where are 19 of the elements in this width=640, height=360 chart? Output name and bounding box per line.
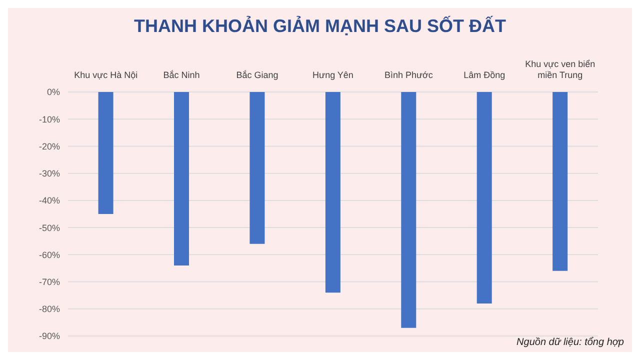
y-tick-label: -10% bbox=[38, 114, 60, 124]
y-tick-label: -60% bbox=[38, 250, 60, 260]
x-tick-label: Lâm Đồng bbox=[464, 70, 506, 80]
y-tick-label: -20% bbox=[38, 141, 60, 152]
y-tick-label: -80% bbox=[38, 304, 60, 314]
x-tick-label: Bắc Ninh bbox=[163, 70, 200, 80]
x-tick-label: Khu vực ven biển miền Trung bbox=[525, 59, 596, 80]
x-tick-label: Hưng Yên bbox=[312, 70, 354, 80]
x-tick-label: Khu vực Hà Nội bbox=[74, 70, 138, 80]
text: Nguồn dữ liệu: tổng hợp bbox=[516, 337, 624, 348]
y-tick-label: -40% bbox=[38, 196, 60, 206]
y-tick-label: -30% bbox=[38, 168, 60, 179]
x-tick-label: Bình Phước bbox=[384, 70, 434, 80]
y-tick-label: 0% bbox=[46, 87, 60, 98]
chart-title: THANH KHOẢN GIẢM MẠNH SAU SỐT ĐẤT bbox=[133, 14, 507, 38]
y-tick-label: -90% bbox=[38, 331, 60, 342]
y-tick-label: -70% bbox=[38, 276, 60, 287]
y-tick-label: -50% bbox=[38, 222, 60, 233]
x-tick-label: Bắc Giang bbox=[236, 70, 278, 80]
